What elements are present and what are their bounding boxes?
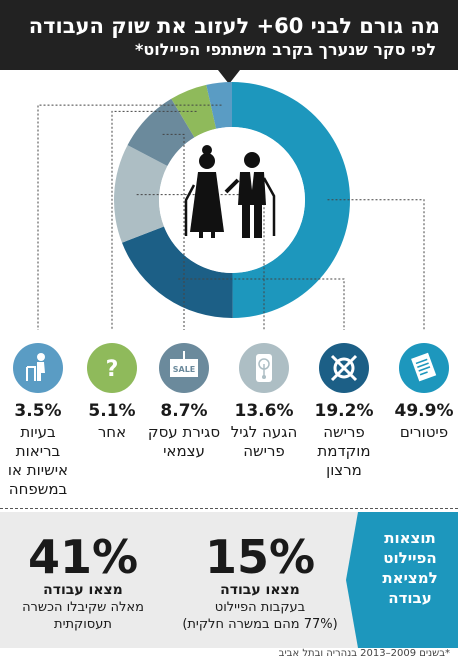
stat-heading: מצאו עבודה [43, 582, 123, 598]
donut-hole [159, 127, 305, 273]
svg-text:?: ? [106, 357, 119, 382]
header-background [0, 0, 458, 84]
stat-description-line2: תעסוקתית [54, 617, 112, 632]
clock-icon [239, 343, 289, 393]
header-banner: מה גורם לבני 60+ לעזוב את שוק העבודה לפי… [0, 0, 458, 95]
pilot-panel-background [0, 512, 458, 648]
for-sale-sign-icon: SALE [159, 343, 209, 393]
stat-value: 15% [204, 530, 316, 584]
person-with-walker-icon [13, 343, 63, 393]
section-divider [0, 508, 458, 509]
donut-chart [37, 82, 425, 330]
stat-description: מאלה שקיבלו הכשרה [22, 600, 144, 615]
leader-lines [37, 104, 425, 330]
slice-label: פיטורים [399, 423, 449, 441]
slice-percent: 8.7% [160, 401, 208, 421]
donut-slice [127, 98, 195, 167]
slice-percent: 3.5% [14, 401, 62, 421]
elderly-couple-icon [184, 145, 276, 238]
slice-label: בעיות בריאות אישיות או במשפחה [7, 423, 69, 498]
leader-line [327, 199, 425, 330]
slice-label: סגירת עסק עצמאי [147, 423, 221, 460]
donut-slice [171, 84, 217, 138]
stat-note: (77% מהם במשרה חלקית) [182, 617, 338, 632]
stat-found-work-training: 41% מצאו עבודה מאלה שקיבלו הכשרה תעסוקתי… [8, 532, 158, 633]
leader-line [37, 104, 222, 330]
svg-text:SALE: SALE [173, 365, 196, 374]
stat-found-work-pilot: 15% מצאו עבודה בעקבות הפיילוט (77% מהם ב… [175, 532, 345, 633]
slice-label: אחר [97, 423, 127, 441]
page-title: מה גורם לבני 60+ לעזוב את שוק העבודה [28, 14, 440, 38]
leader-line [111, 110, 197, 330]
donut-slice [232, 82, 350, 318]
stat-description: בעקבות הפיילוט [214, 600, 306, 615]
donut-slice [122, 226, 233, 318]
document-icon [399, 343, 449, 393]
footnote: *בשנים 2009–2013 בנהריה ובתל אביב [278, 648, 450, 659]
slice-percent: 13.6% [234, 401, 294, 421]
leader-line [136, 194, 265, 330]
stat-value: 41% [27, 530, 139, 584]
slice-percent: 49.9% [394, 401, 454, 421]
stat-heading: מצאו עבודה [220, 582, 300, 598]
leader-line [178, 278, 345, 330]
slice-label: פרישה מוקדמת מרצון [317, 423, 371, 479]
pilot-results-title: תוצאות הפיילוט למציאת עבודה [382, 529, 438, 607]
slice-label: הגעה לגיל פרישה [230, 423, 298, 460]
slice-percent: 5.1% [88, 401, 136, 421]
page-subtitle: לפי סקר שנערך בקרב משתתפי הפיילוט* [134, 40, 436, 59]
donut-slice [206, 82, 232, 129]
donut-slices [114, 82, 350, 318]
question-mark-icon: ? [87, 343, 137, 393]
leader-line [162, 133, 185, 330]
broken-watch-icon [319, 343, 369, 393]
donut-slice [114, 145, 168, 243]
pilot-results-panel [0, 512, 458, 648]
slice-percent: 19.2% [314, 401, 374, 421]
